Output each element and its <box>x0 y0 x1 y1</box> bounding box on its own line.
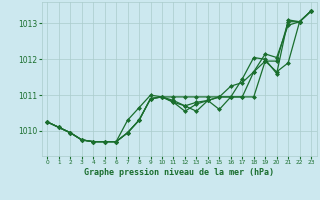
X-axis label: Graphe pression niveau de la mer (hPa): Graphe pression niveau de la mer (hPa) <box>84 168 274 177</box>
